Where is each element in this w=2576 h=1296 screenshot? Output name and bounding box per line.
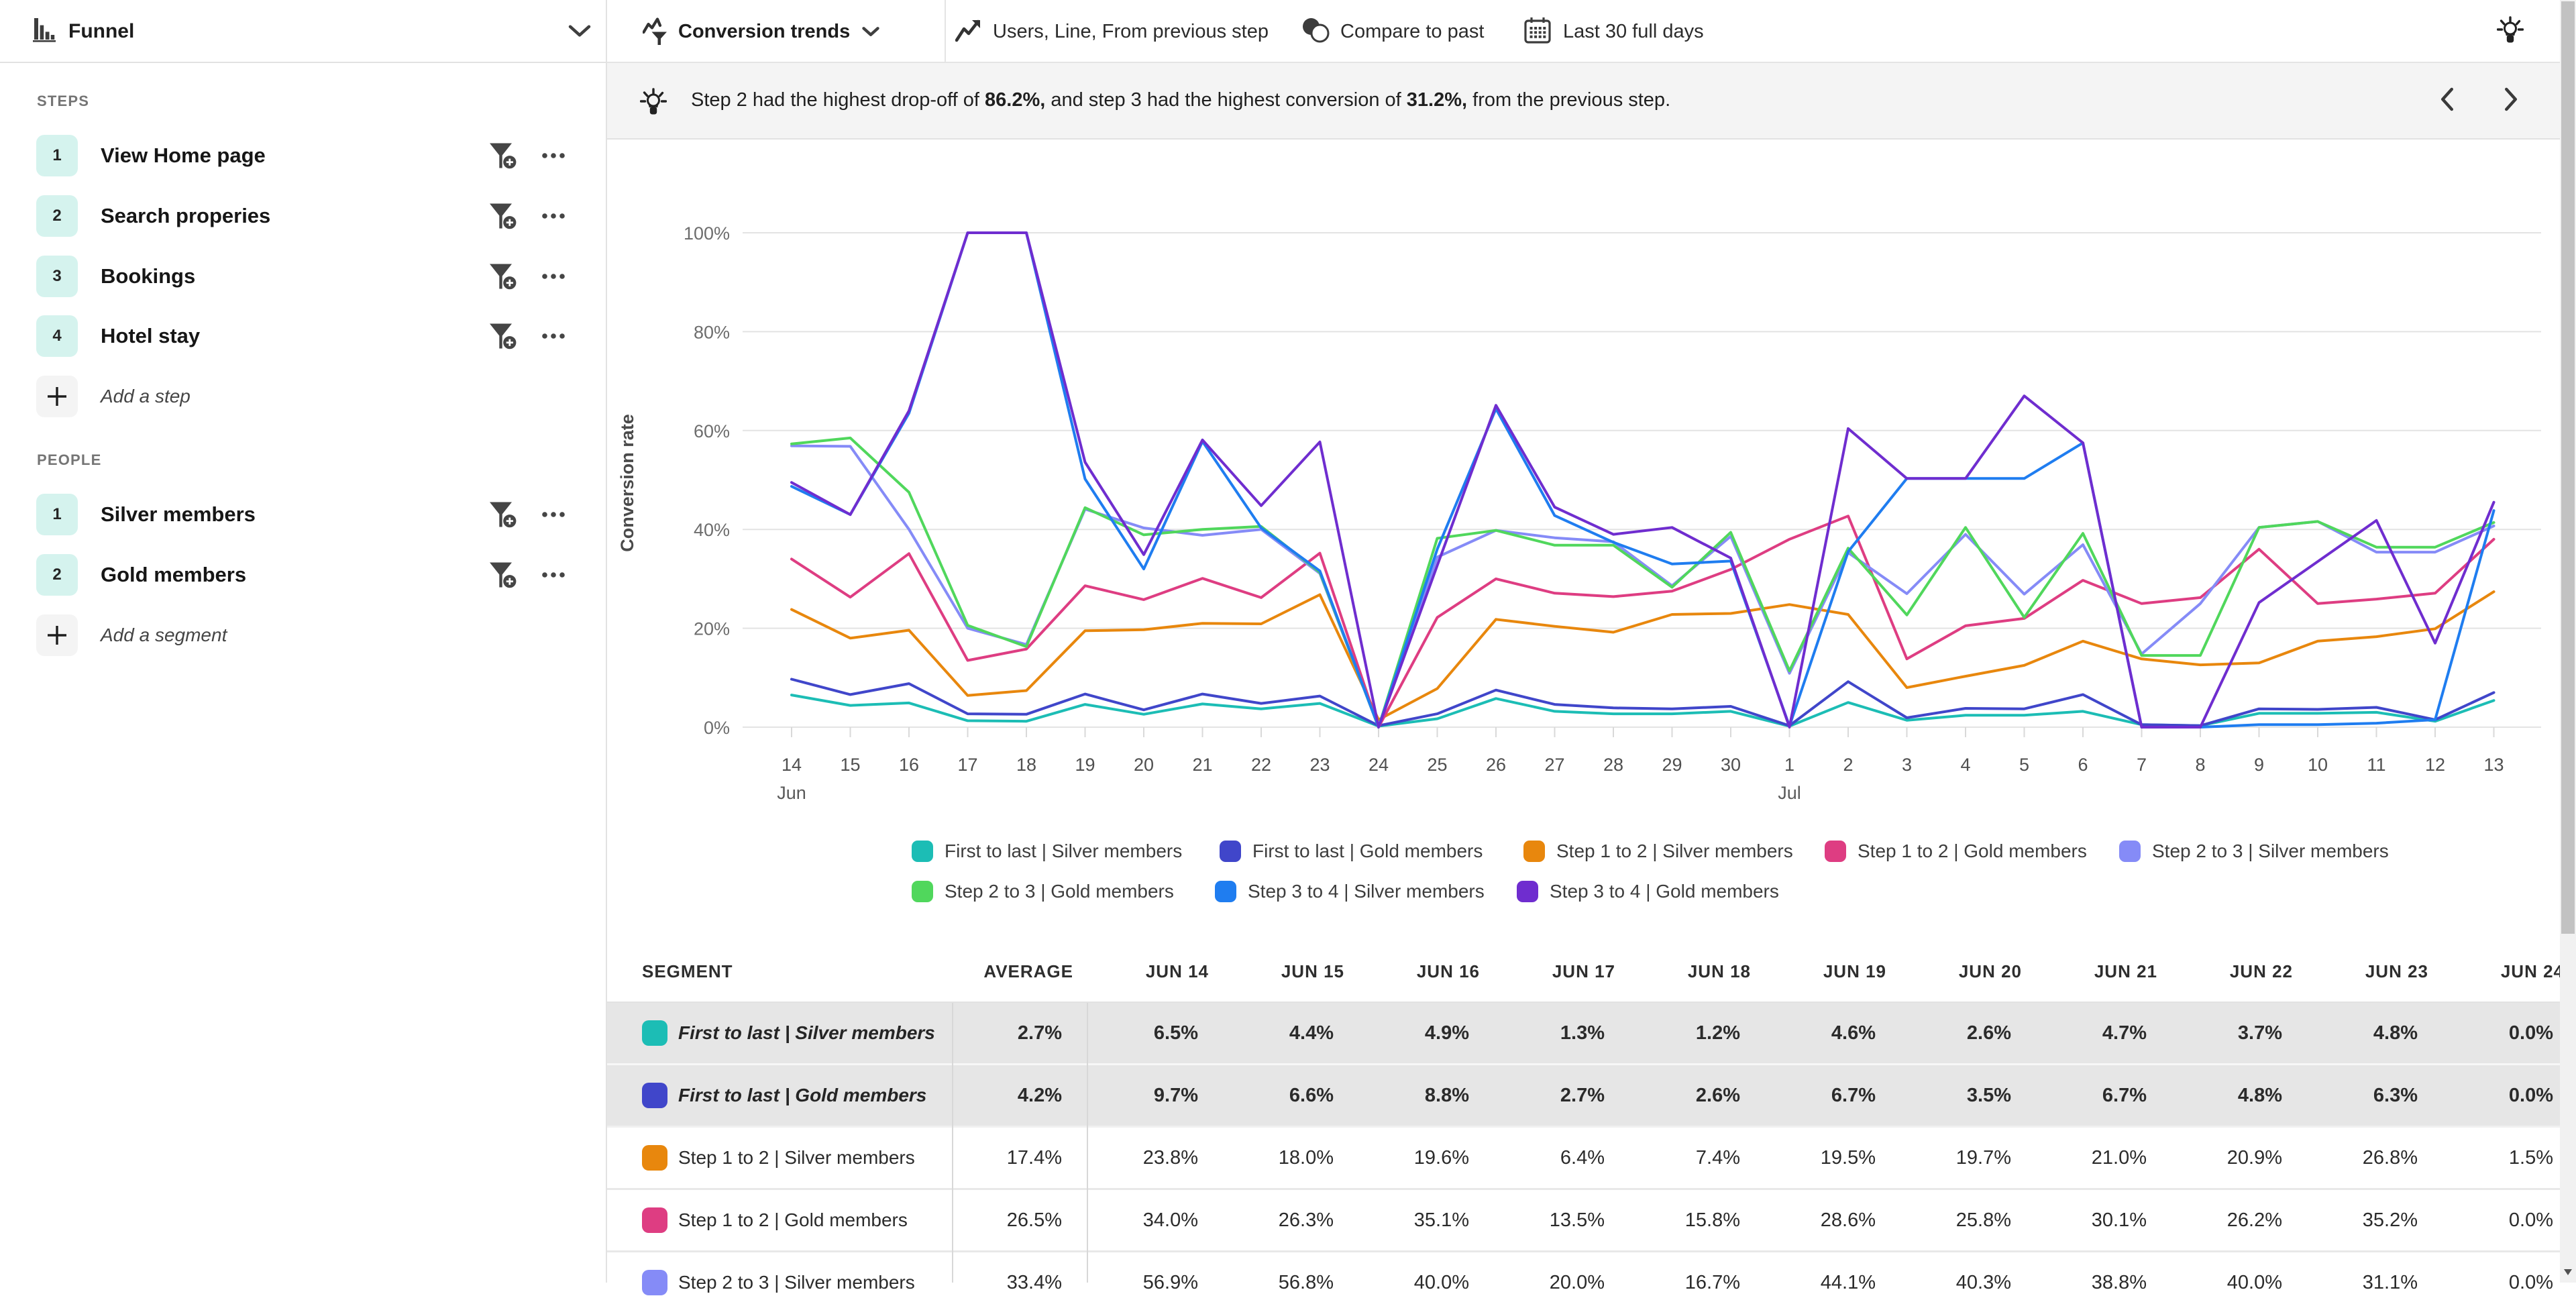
svg-text:30: 30 <box>1721 755 1741 775</box>
svg-text:13: 13 <box>2483 755 2504 775</box>
svg-text:60%: 60% <box>694 421 730 441</box>
svg-text:16: 16 <box>899 755 919 775</box>
svg-text:40%: 40% <box>694 520 730 540</box>
svg-text:3: 3 <box>1902 755 1912 775</box>
svg-text:11: 11 <box>2367 755 2385 775</box>
svg-text:24: 24 <box>1368 755 1389 775</box>
svg-text:9: 9 <box>2254 755 2264 775</box>
svg-text:23: 23 <box>1309 755 1330 775</box>
svg-text:22: 22 <box>1251 755 1271 775</box>
svg-text:0%: 0% <box>704 718 730 738</box>
svg-text:17: 17 <box>957 755 977 775</box>
svg-text:8: 8 <box>2195 755 2205 775</box>
svg-text:80%: 80% <box>694 322 730 342</box>
svg-text:20: 20 <box>1134 755 1154 775</box>
svg-text:20%: 20% <box>694 619 730 639</box>
svg-text:5: 5 <box>2019 755 2029 775</box>
svg-text:28: 28 <box>1603 755 1623 775</box>
svg-text:6: 6 <box>2078 755 2088 775</box>
svg-text:14: 14 <box>782 755 802 775</box>
svg-text:18: 18 <box>1016 755 1036 775</box>
svg-text:26: 26 <box>1486 755 1506 775</box>
svg-text:Jul: Jul <box>1778 783 1801 803</box>
svg-text:19: 19 <box>1075 755 1095 775</box>
svg-text:27: 27 <box>1544 755 1564 775</box>
svg-text:Jun: Jun <box>777 783 806 803</box>
svg-text:15: 15 <box>840 755 860 775</box>
svg-text:21: 21 <box>1192 755 1212 775</box>
svg-text:Conversion rate: Conversion rate <box>617 414 637 552</box>
svg-text:1: 1 <box>1784 755 1794 775</box>
svg-text:4: 4 <box>1960 755 1970 775</box>
svg-text:10: 10 <box>2308 755 2328 775</box>
svg-text:25: 25 <box>1427 755 1447 775</box>
svg-text:2: 2 <box>1843 755 1853 775</box>
svg-text:7: 7 <box>2137 755 2147 775</box>
svg-text:12: 12 <box>2425 755 2445 775</box>
svg-text:29: 29 <box>1662 755 1682 775</box>
svg-text:100%: 100% <box>684 223 730 244</box>
